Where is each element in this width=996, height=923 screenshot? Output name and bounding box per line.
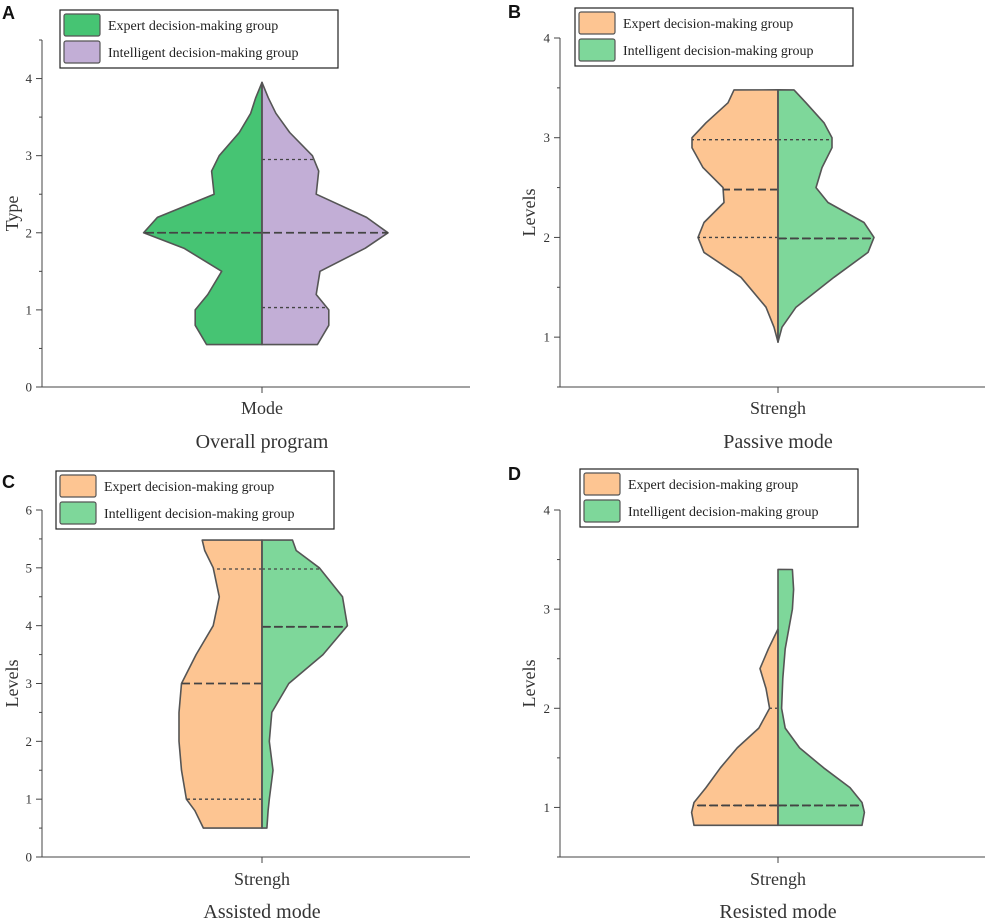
legend-swatch (59, 501, 97, 525)
subplot-title: Passive mode (723, 431, 833, 453)
y-tick-label: 3 (26, 676, 33, 691)
legend-label: Intelligent decision-making group (108, 46, 299, 61)
legend-label: Expert decision-making group (628, 478, 798, 493)
y-tick-label: 1 (26, 792, 33, 807)
legend-swatch (59, 474, 97, 498)
y-tick-label: 0 (26, 380, 33, 395)
panel-a: A 0 1 2 3 4 Type Mode Overall program Expert deci… (2, 3, 470, 453)
legend-label: Intelligent decision-making group (623, 44, 814, 59)
y-tick-label: 2 (544, 701, 551, 716)
panel-letter: B (508, 2, 521, 22)
violin-left-half (142, 81, 263, 346)
legend-swatch (583, 472, 621, 496)
panel-c: C 0 1 2 3 4 5 6 Levels Strengh Assisted mode Expert… (2, 470, 470, 923)
violin-right-half (777, 568, 866, 827)
x-axis-title: Mode (241, 398, 283, 418)
y-tick-label: 3 (544, 602, 551, 617)
x-axis-title: Strengh (750, 398, 806, 418)
y-axis-title: Levels (519, 189, 539, 237)
legend-label: Intelligent decision-making group (628, 505, 819, 520)
legend-label: Expert decision-making group (623, 17, 793, 32)
panel-letter: C (2, 472, 15, 492)
x-axis-title: Strengh (750, 869, 806, 889)
panel-letter: D (508, 464, 521, 484)
y-tick-label: 4 (544, 503, 551, 518)
violin-right-half (261, 539, 349, 829)
y-axis-title: Levels (519, 660, 539, 708)
y-tick-label: 2 (544, 230, 551, 245)
legend-box (574, 7, 854, 67)
violin-left-half (691, 89, 779, 343)
panel-letter: A (2, 3, 15, 23)
violin-left-half (690, 628, 779, 827)
legend-swatch (63, 13, 101, 37)
legend-label: Expert decision-making group (104, 480, 274, 495)
y-tick-label: 4 (26, 71, 33, 86)
legend-box (55, 470, 335, 530)
panel-b: B 1 2 3 4 Levels Strengh Passive mode Expert dec… (508, 2, 985, 453)
legend: Expert decision-making group Intelligent … (579, 468, 859, 528)
y-tick-label: 4 (26, 618, 33, 633)
violin-right-half (777, 89, 875, 343)
legend-box (579, 468, 859, 528)
legend-swatch (578, 11, 616, 35)
y-tick-label: 2 (26, 225, 33, 240)
y-tick-label: 0 (26, 850, 33, 865)
legend-box (59, 9, 339, 69)
legend-label: Intelligent decision-making group (104, 507, 295, 522)
legend-swatch (578, 38, 616, 62)
x-axis-title: Strengh (234, 869, 290, 889)
legend-swatch (583, 499, 621, 523)
legend: Expert decision-making group Intelligent … (59, 9, 339, 69)
y-axis-title: Levels (2, 660, 22, 708)
legend-swatch (63, 40, 101, 64)
y-tick-label: 1 (544, 330, 551, 345)
y-tick-label: 2 (26, 734, 33, 749)
subplot-title: Overall program (196, 431, 329, 453)
y-tick-label: 1 (26, 302, 33, 317)
y-tick-label: 3 (544, 130, 551, 145)
y-tick-label: 4 (544, 31, 551, 46)
y-tick-label: 1 (544, 800, 551, 815)
subplot-title: Resisted mode (719, 901, 836, 923)
y-tick-label: 3 (26, 148, 33, 163)
panel-d: D 1 2 3 4 Levels Strengh Resisted mode Expert de… (508, 464, 985, 923)
subplot-title: Assisted mode (203, 901, 320, 923)
legend: Expert decision-making group Intelligent … (55, 470, 335, 530)
violin-right-half (261, 81, 389, 346)
y-axis-title: Type (2, 196, 22, 232)
legend: Expert decision-making group Intelligent … (574, 7, 854, 67)
y-tick-label: 6 (26, 503, 33, 518)
y-tick-label: 5 (26, 560, 33, 575)
legend-label: Expert decision-making group (108, 19, 278, 34)
